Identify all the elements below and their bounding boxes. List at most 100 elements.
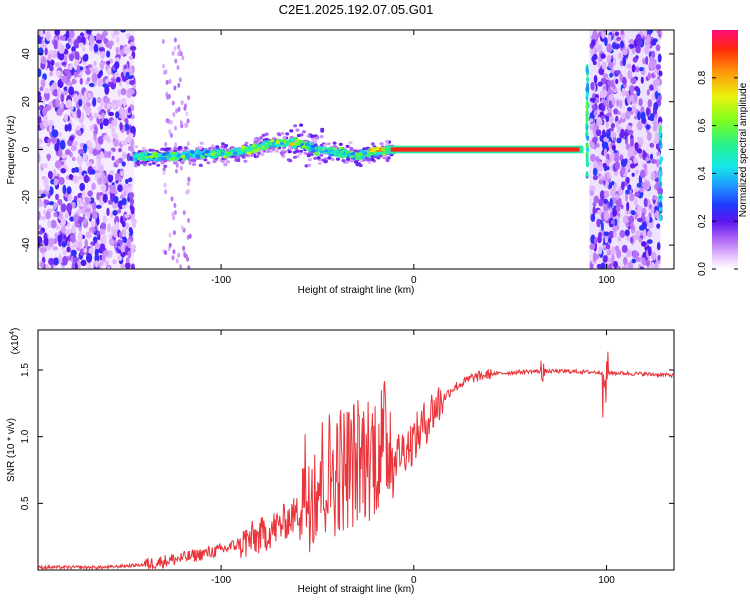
- spectral-cell: [120, 263, 126, 269]
- spectral-cell: [598, 179, 604, 185]
- spectral-cell: [277, 133, 282, 137]
- spectral-cell: [385, 139, 390, 144]
- spectral-cell: [177, 252, 181, 258]
- spectral-cell: [646, 239, 653, 244]
- spectral-cell: [98, 47, 105, 52]
- spectral-cell: [601, 30, 606, 39]
- spectral-cell: [77, 239, 83, 250]
- spectral-cell: [596, 142, 600, 148]
- spectral-cell: [127, 239, 132, 248]
- spectral-cell: [171, 211, 175, 217]
- spectral-cell: [646, 36, 650, 46]
- spectral-cell: [657, 94, 662, 102]
- spectral-cell: [54, 30, 61, 37]
- spectral-cell: [115, 159, 120, 165]
- snr-y-axis-label: SNR (10 * v/v): [6, 418, 17, 482]
- spectral-cell: [658, 159, 663, 166]
- spectral-cell: [120, 170, 124, 177]
- spectral-cell: [47, 153, 51, 162]
- spectral-cell: [603, 198, 609, 205]
- spectral-cell: [596, 116, 602, 127]
- spectral-cell: [302, 130, 306, 134]
- spectral-cell: [260, 152, 265, 157]
- spectral-cell: [658, 175, 662, 182]
- spectral-cell: [637, 217, 643, 223]
- spectral-cell: [602, 244, 606, 249]
- spectral-cell: [326, 142, 331, 146]
- spectral-cell: [179, 120, 183, 126]
- spectral-cell: [279, 141, 285, 146]
- spectral-cell: [585, 91, 589, 98]
- spectral-cell: [635, 33, 642, 44]
- spectral-cell: [285, 132, 290, 136]
- spectral-cell: [103, 150, 108, 159]
- spectral-cell: [593, 75, 598, 84]
- spectral-cell: [286, 158, 291, 162]
- spectral-cell: [136, 153, 142, 157]
- spectral-cell: [627, 70, 633, 80]
- spectral-cell: [179, 264, 183, 269]
- spectral-cell: [334, 153, 339, 158]
- spectral-cell: [82, 46, 86, 52]
- spectral-cell: [370, 148, 376, 152]
- spectral-cell: [77, 148, 85, 155]
- spectral-cell: [139, 156, 144, 161]
- spectral-cell: [123, 184, 129, 193]
- spectral-cell: [42, 120, 49, 128]
- spectral-cell: [48, 124, 53, 133]
- spectral-cell: [650, 171, 655, 181]
- spectral-cell: [336, 157, 340, 161]
- spectral-cell: [52, 246, 59, 251]
- spectral-cell: [653, 68, 658, 76]
- spectral-cell: [84, 196, 89, 203]
- spectral-cell: [345, 144, 350, 148]
- spectral-cell: [73, 241, 78, 250]
- spectral-cell: [173, 37, 177, 43]
- spectral-cell: [111, 103, 117, 109]
- spectral-cell: [598, 231, 602, 239]
- spectral-cell: [182, 157, 187, 161]
- spectral-cell: [128, 177, 133, 183]
- spectral-cell: [163, 164, 168, 168]
- spectral-cell: [112, 259, 117, 265]
- spectral-cell: [40, 261, 45, 269]
- spectral-cell: [192, 162, 196, 166]
- colorbar-tick-label: 0.2: [697, 214, 708, 228]
- spectral-cell: [177, 146, 182, 150]
- spectral-cell: [262, 140, 268, 144]
- spectral-cell: [102, 215, 107, 224]
- spectral-cell: [627, 184, 632, 191]
- spectral-cell: [60, 93, 65, 103]
- spectrogram-ticks: -100 0 100 -40 -20 0 20 40: [21, 30, 674, 286]
- spectral-cell: [66, 202, 73, 213]
- spectral-cell: [630, 223, 635, 231]
- spectral-cell: [658, 70, 663, 77]
- spectral-cell: [57, 40, 62, 51]
- spectral-cell: [117, 184, 123, 193]
- spectral-cell: [59, 35, 66, 41]
- spectral-cell: [610, 151, 615, 161]
- spectral-cell: [38, 36, 42, 45]
- spectral-cell: [625, 189, 630, 195]
- spectral-cell: [180, 100, 184, 106]
- spectral-cell: [589, 97, 596, 103]
- spectral-cell: [94, 260, 99, 268]
- spectral-cell: [635, 169, 639, 175]
- spectral-cell: [164, 141, 168, 147]
- spectral-cell: [94, 242, 101, 250]
- spectral-cell: [70, 144, 77, 152]
- spectral-cell: [100, 200, 104, 206]
- spectral-cell: [111, 132, 116, 138]
- spectral-cell: [79, 182, 86, 192]
- spectral-cell: [88, 115, 94, 121]
- spectral-cell: [592, 206, 596, 216]
- spectral-cell: [615, 78, 619, 84]
- spectral-cell: [53, 257, 59, 266]
- spectral-cell: [624, 192, 629, 202]
- spectral-cell: [80, 111, 85, 122]
- spectral-cell: [639, 187, 644, 193]
- spectral-cell: [38, 106, 42, 111]
- spectral-cell: [67, 37, 72, 42]
- snr-multiplier-exponent: 4: [9, 331, 16, 335]
